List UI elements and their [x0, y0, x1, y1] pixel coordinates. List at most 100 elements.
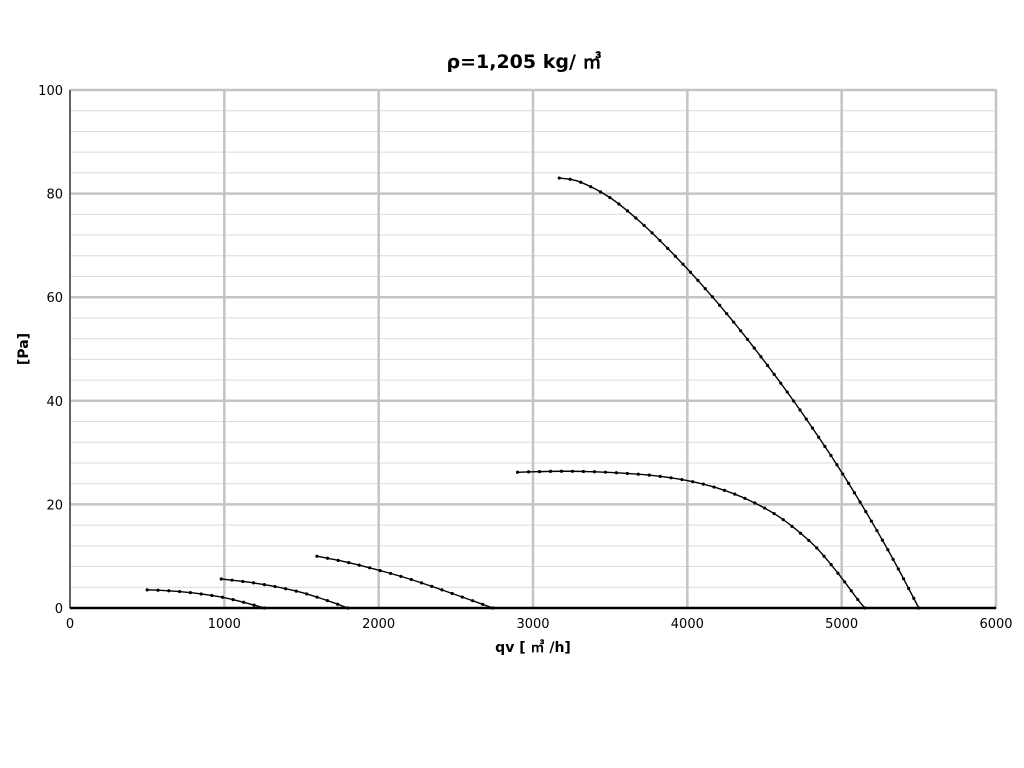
curve-point [666, 246, 670, 250]
curve-point [733, 492, 737, 496]
curve-point [691, 480, 695, 484]
curve-point [718, 303, 722, 307]
curve-point [357, 563, 361, 567]
curve-point [875, 528, 879, 533]
curve-point [241, 579, 245, 584]
curve-point [231, 598, 235, 602]
curve-point [378, 568, 382, 573]
fan-curve-2 [221, 578, 349, 609]
x-tick-label: 2000 [362, 617, 395, 632]
curve-point [515, 470, 520, 474]
y-tick-labels: 0 20 40 60 80 100 [38, 84, 63, 617]
curve-point [419, 581, 424, 585]
curve-point [579, 180, 583, 184]
curve-point [220, 595, 225, 599]
curve-point [642, 223, 646, 227]
curve-point [669, 476, 673, 480]
curve-point [325, 556, 330, 560]
y-axis-label: [Pa] [16, 333, 32, 365]
curve-point [557, 176, 561, 180]
curve-point [592, 470, 597, 474]
y-tick-label: 40 [46, 395, 63, 410]
y-tick-label: 60 [46, 291, 63, 306]
curve-point [568, 177, 572, 181]
curve-point [188, 591, 192, 595]
curve-point [696, 278, 700, 282]
curve-point [325, 598, 329, 603]
curve-point [752, 346, 756, 350]
curve-point [725, 312, 729, 316]
curve-point [210, 593, 214, 598]
curve-point [625, 471, 629, 476]
curve-point [537, 470, 542, 474]
curve-point [589, 185, 593, 189]
x-axis-label: qv [ ㎥ /h] [495, 639, 571, 656]
curve-point [460, 595, 464, 599]
curve-point [856, 597, 860, 602]
chart-title: ρ=1,205 kg/ ㎥ [446, 50, 601, 73]
curve-point [779, 381, 783, 385]
curve-point [759, 355, 763, 359]
curve-point [481, 602, 485, 606]
curve-point [807, 538, 811, 543]
curve-point [822, 554, 826, 558]
curve-point [145, 588, 149, 592]
curve-point [603, 470, 608, 474]
curve-point [262, 583, 266, 587]
curve-point [614, 471, 618, 475]
curve-point [732, 320, 736, 324]
curve-point [673, 254, 677, 258]
curve-point [804, 417, 808, 421]
curve-point [785, 390, 789, 394]
curve-point [167, 589, 171, 593]
curve-point [763, 506, 767, 510]
curve-point [440, 588, 444, 592]
curve-point [647, 473, 651, 477]
curve-point [836, 571, 840, 575]
curve-point [896, 567, 900, 571]
x-tick-label: 6000 [979, 617, 1012, 632]
curve-point [772, 511, 776, 516]
curve-point [907, 586, 911, 591]
curve-point [430, 584, 434, 588]
fan-curve-5 [559, 177, 920, 609]
curve-point [598, 190, 603, 194]
curve-point [712, 485, 716, 489]
curve-point [891, 557, 895, 561]
curve-point [817, 435, 821, 439]
curve-point [701, 482, 705, 486]
y-tick-label: 0 [55, 602, 63, 617]
curve-point [745, 337, 750, 341]
curve-point [650, 231, 654, 235]
curve-point [869, 519, 873, 523]
curve-point [852, 491, 857, 495]
curve-point [548, 469, 553, 473]
curve-point [843, 580, 847, 584]
curve-point [570, 469, 575, 473]
x-tick-label: 0 [66, 617, 74, 632]
curve-point [388, 571, 393, 576]
curve-point [219, 577, 223, 581]
fan-curve-3 [316, 555, 494, 609]
curve-point [450, 591, 454, 596]
curve-point [680, 477, 684, 482]
curve-point [294, 589, 298, 593]
curve-point [347, 561, 351, 565]
curve-point [284, 587, 288, 591]
curve-point [688, 270, 693, 274]
curve-point [798, 531, 803, 535]
curve-point [681, 262, 685, 266]
curve-point [703, 286, 707, 291]
curve-point [336, 558, 340, 562]
curve-point [792, 399, 796, 403]
x-tick-labels: 0 1000 2000 3000 4000 5000 6000 [66, 617, 1013, 632]
major-gridlines [70, 88, 998, 608]
curve-point [617, 202, 621, 206]
curve-point [790, 524, 794, 528]
curve-point [901, 577, 906, 581]
curve-point [399, 574, 403, 578]
curve-point [781, 518, 785, 522]
curve-point [743, 496, 747, 500]
curve-point [658, 474, 662, 478]
curve-point [251, 581, 256, 585]
